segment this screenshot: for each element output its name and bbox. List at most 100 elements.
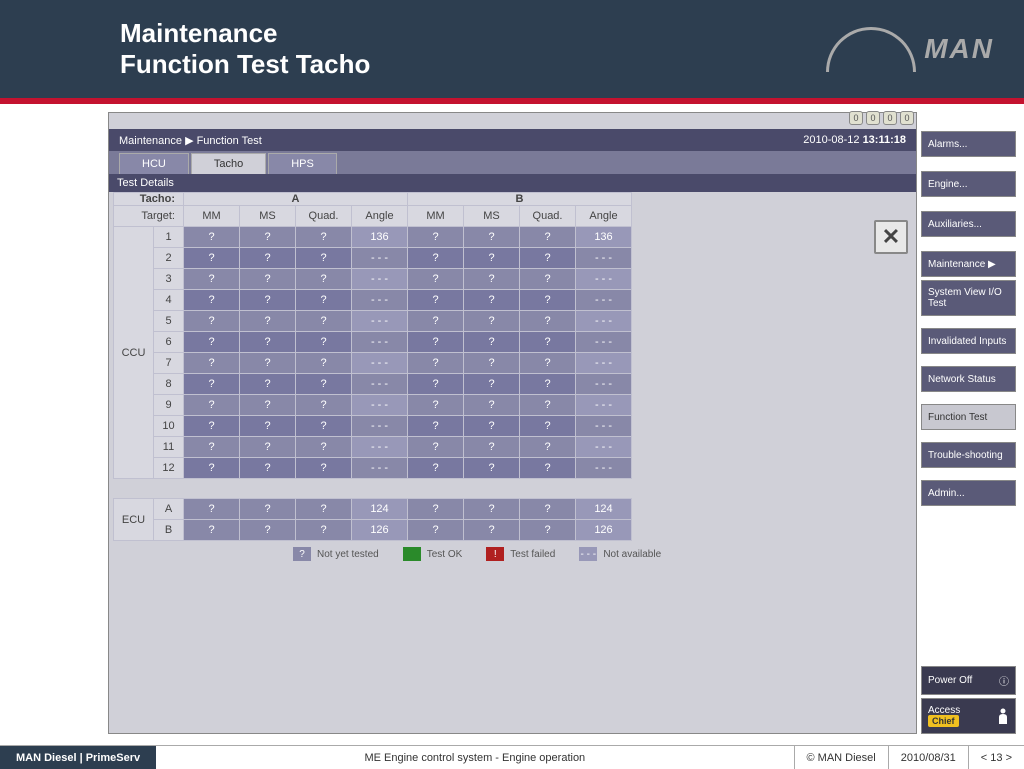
- main-panel: 0 0 0 0 Maintenance ▶ Function Test 2010…: [108, 112, 917, 734]
- col-hdr: MM: [184, 206, 240, 227]
- data-cell: ?: [240, 374, 296, 395]
- data-cell: ?: [240, 269, 296, 290]
- sidebar-troubleshooting[interactable]: Trouble-shooting: [921, 442, 1016, 468]
- data-cell: ?: [240, 416, 296, 437]
- data-cell: ?: [464, 520, 520, 541]
- sidebar-engine[interactable]: Engine...: [921, 171, 1016, 197]
- sidebar-alarms[interactable]: Alarms...: [921, 131, 1016, 157]
- data-cell: - - -: [576, 416, 632, 437]
- sidebar-invalidated[interactable]: Invalidated Inputs: [921, 328, 1016, 354]
- app-area: 0 0 0 0 Maintenance ▶ Function Test 2010…: [0, 104, 1024, 734]
- tab-hps[interactable]: HPS: [268, 153, 337, 174]
- table-header-cols: Target: MM MS Quad. Angle MM MS Quad. An…: [114, 206, 632, 227]
- data-cell: 126: [576, 520, 632, 541]
- table-row: 4???- - -???- - -: [114, 290, 632, 311]
- table-row: 7???- - -???- - -: [114, 353, 632, 374]
- data-cell: ?: [408, 374, 464, 395]
- sidebar-auxiliaries[interactable]: Auxiliaries...: [921, 211, 1016, 237]
- table-row: 9???- - -???- - -: [114, 395, 632, 416]
- data-cell: - - -: [576, 332, 632, 353]
- group-a: A: [184, 193, 408, 206]
- data-cell: - - -: [352, 311, 408, 332]
- data-cell: ?: [520, 227, 576, 248]
- data-cell: ?: [296, 353, 352, 374]
- data-cell: 124: [576, 499, 632, 520]
- data-cell: - - -: [352, 269, 408, 290]
- tab-tacho[interactable]: Tacho: [191, 153, 266, 174]
- data-cell: - - -: [352, 332, 408, 353]
- sidebar-maintenance[interactable]: Maintenance ▶: [921, 251, 1016, 277]
- data-cell: ?: [464, 227, 520, 248]
- data-cell: ?: [184, 290, 240, 311]
- sidebar: Alarms... Engine... Auxiliaries... Maint…: [921, 112, 1016, 734]
- table-row: 8???- - -???- - -: [114, 374, 632, 395]
- data-cell: ?: [408, 227, 464, 248]
- sidebar-access[interactable]: Access Chief: [921, 698, 1016, 734]
- legend-failed: !Test failed: [486, 547, 555, 561]
- sidebar-network[interactable]: Network Status: [921, 366, 1016, 392]
- data-cell: ?: [296, 499, 352, 520]
- data-cell: ?: [184, 499, 240, 520]
- row-number: 7: [154, 353, 184, 374]
- footer-date: 2010/08/31: [888, 746, 968, 769]
- data-cell: - - -: [576, 374, 632, 395]
- data-cell: ?: [184, 269, 240, 290]
- data-cell: ?: [296, 290, 352, 311]
- tab-hcu[interactable]: HCU: [119, 153, 189, 174]
- legend-na-icon: - - -: [579, 547, 597, 561]
- legend-na: - - -Not available: [579, 547, 661, 561]
- data-cell: ?: [240, 227, 296, 248]
- data-cell: ?: [408, 290, 464, 311]
- col-hdr: Angle: [576, 206, 632, 227]
- data-cell: 136: [576, 227, 632, 248]
- sidebar-admin[interactable]: Admin...: [921, 480, 1016, 506]
- table-row: 11???- - -???- - -: [114, 437, 632, 458]
- test-table: Tacho: A B Target: MM MS Quad. Angle MM …: [113, 192, 632, 541]
- data-cell: ?: [184, 395, 240, 416]
- data-cell: ?: [240, 520, 296, 541]
- slide-header: Maintenance Function Test Tacho MAN: [0, 0, 1024, 98]
- man-logo-text: MAN: [924, 33, 994, 65]
- data-cell: ?: [520, 458, 576, 479]
- data-cell: ?: [240, 332, 296, 353]
- group-b: B: [408, 193, 632, 206]
- data-cell: - - -: [576, 353, 632, 374]
- col-hdr: Quad.: [296, 206, 352, 227]
- tacho-label: Tacho:: [114, 193, 184, 206]
- row-number: 4: [154, 290, 184, 311]
- sidebar-function-test[interactable]: Function Test: [921, 404, 1016, 430]
- row-number: 3: [154, 269, 184, 290]
- data-cell: ?: [184, 353, 240, 374]
- sidebar-power-off[interactable]: Power Offⓘ: [921, 666, 1016, 695]
- data-cell: ?: [408, 499, 464, 520]
- breadcrumb-sep: ▶: [185, 135, 197, 147]
- data-cell: ?: [464, 499, 520, 520]
- data-cell: ?: [408, 437, 464, 458]
- data-cell: ?: [296, 458, 352, 479]
- data-cell: ?: [296, 395, 352, 416]
- data-cell: ?: [464, 437, 520, 458]
- sidebar-system-view[interactable]: System View I/O Test: [921, 280, 1016, 316]
- data-cell: - - -: [352, 374, 408, 395]
- data-cell: ?: [184, 416, 240, 437]
- data-cell: ?: [464, 248, 520, 269]
- table-row: 12???- - -???- - -: [114, 458, 632, 479]
- close-button[interactable]: ✕: [874, 220, 908, 254]
- row-number: 8: [154, 374, 184, 395]
- row-number: 2: [154, 248, 184, 269]
- data-cell: - - -: [352, 248, 408, 269]
- status-icon: 0: [883, 111, 897, 125]
- data-cell: ?: [240, 290, 296, 311]
- data-cell: ?: [408, 458, 464, 479]
- data-cell: ?: [240, 311, 296, 332]
- data-cell: - - -: [352, 290, 408, 311]
- table-row: 5???- - -???- - -: [114, 311, 632, 332]
- section-title: Test Details: [109, 174, 916, 192]
- data-cell: ?: [240, 437, 296, 458]
- data-cell: ?: [296, 248, 352, 269]
- data-cell: ?: [240, 395, 296, 416]
- data-cell: - - -: [576, 395, 632, 416]
- table-row: B???126???126: [114, 520, 632, 541]
- row-number: 12: [154, 458, 184, 479]
- data-cell: ?: [408, 395, 464, 416]
